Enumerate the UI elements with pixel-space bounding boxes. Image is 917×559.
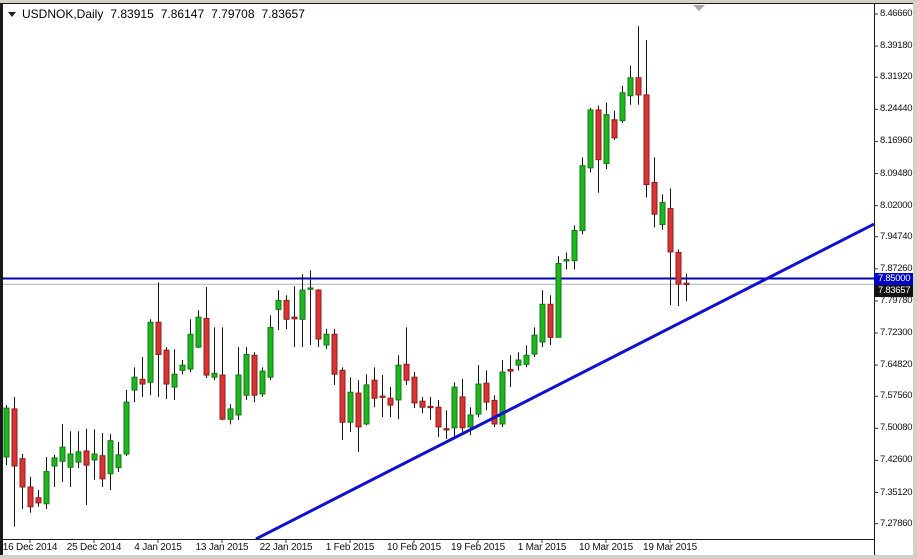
price-axis-label: 8.39180 bbox=[880, 40, 913, 52]
window-top-border bbox=[0, 0, 917, 4]
price-axis-label: 7.35120 bbox=[880, 486, 913, 498]
date-axis-label: 19 Feb 2015 bbox=[451, 542, 505, 553]
price-axis-label: 7.42600 bbox=[880, 454, 913, 466]
date-axis-label: 1 Mar 2015 bbox=[517, 542, 567, 553]
price-axis-label: 7.27860 bbox=[880, 517, 913, 529]
date-axis-label: 22 Jan 2015 bbox=[259, 542, 313, 553]
price-axis-label: 7.79780 bbox=[880, 294, 913, 306]
date-axis-label: 4 Jan 2015 bbox=[134, 542, 182, 553]
price-axis-label: 8.24440 bbox=[880, 103, 913, 115]
price-axis-label: 8.02000 bbox=[880, 199, 913, 211]
title-high-value: 7.86147 bbox=[160, 7, 205, 21]
price-axis-label: 8.31920 bbox=[880, 71, 913, 83]
window-right-border bbox=[913, 0, 917, 559]
date-axis-label: 13 Jan 2015 bbox=[195, 542, 249, 553]
chart-title: USDNOK,Daily 7.83915 7.86147 7.79708 7.83657 bbox=[8, 7, 305, 21]
symbol-period-label: USDNOK,Daily bbox=[22, 7, 104, 21]
bid-price-label: 7.83657 bbox=[874, 284, 917, 297]
price-axis-label: 7.87260 bbox=[880, 262, 913, 274]
title-low-value: 7.79708 bbox=[211, 7, 255, 21]
hline-price-label: 7.85000 bbox=[874, 272, 917, 285]
date-axis-label: 1 Feb 2015 bbox=[325, 542, 375, 553]
symbol-dropdown-icon[interactable] bbox=[8, 12, 16, 18]
price-axis[interactable]: 8.46660 8.39180 8.31920 8.24440 8.16960 8.094… bbox=[874, 4, 917, 539]
chart-shift-marker-icon[interactable] bbox=[693, 5, 705, 11]
price-axis-label: 7.57560 bbox=[880, 390, 913, 402]
title-open-value: 7.83915 bbox=[110, 7, 154, 21]
date-axis-label: 10 Mar 2015 bbox=[579, 542, 633, 553]
date-axis-label: 25 Dec 2014 bbox=[66, 542, 122, 553]
date-axis-label: 16 Dec 2014 bbox=[2, 542, 58, 553]
price-axis-label: 7.72300 bbox=[880, 327, 913, 338]
price-axis-label: 8.46660 bbox=[880, 8, 913, 19]
price-axis-label: 8.16960 bbox=[880, 135, 913, 147]
window-bottom-border bbox=[0, 555, 917, 559]
price-axis-label: 7.94740 bbox=[880, 230, 913, 242]
time-axis[interactable]: 16 Dec 2014 25 Dec 2014 4 Jan 2015 13 Jan 2… bbox=[0, 539, 874, 556]
price-axis-label: 7.50080 bbox=[880, 422, 913, 434]
title-close-value: 7.83657 bbox=[261, 7, 305, 21]
price-axis-label: 7.64820 bbox=[880, 359, 913, 371]
date-axis-label: 10 Feb 2015 bbox=[387, 542, 441, 553]
date-axis-label: 19 Mar 2015 bbox=[643, 542, 697, 553]
price-axis-label: 8.09480 bbox=[880, 167, 913, 179]
